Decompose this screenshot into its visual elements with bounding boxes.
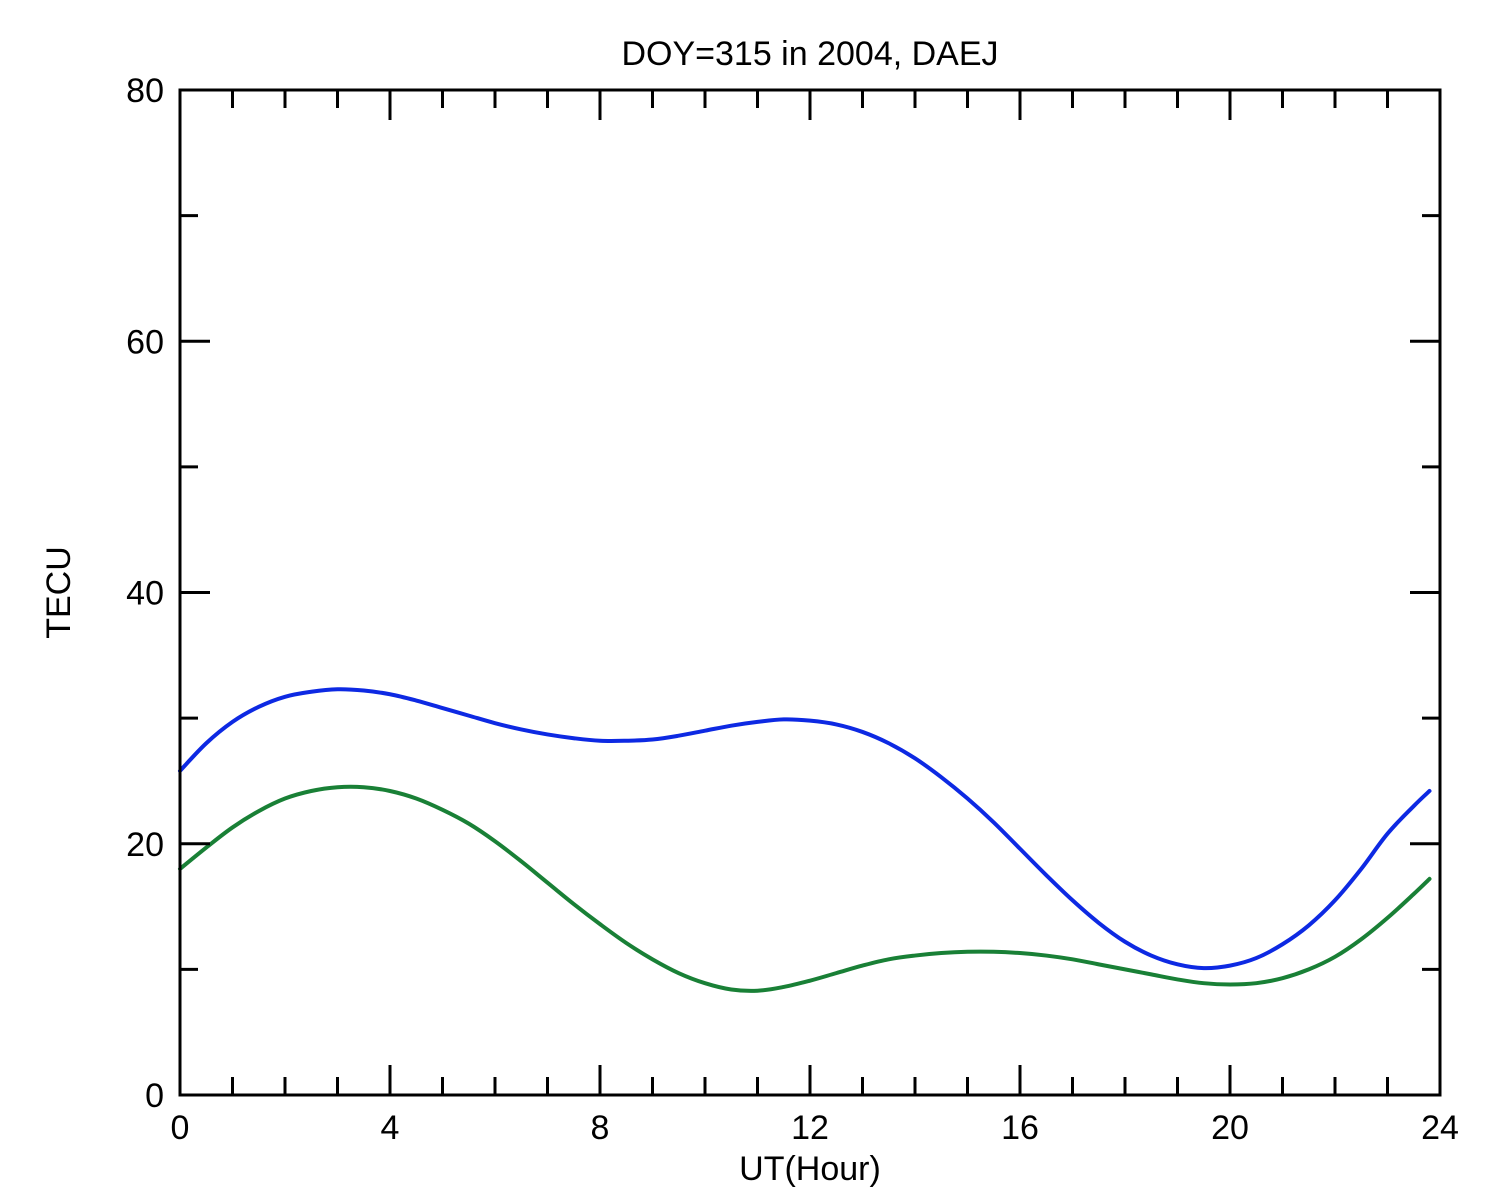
x-tick-label: 20: [1211, 1109, 1249, 1147]
line-chart: 0 4 8 12 16 20 24 0 20 40 60 80 DOY=315 in 2004, DA…: [0, 0, 1489, 1203]
x-tick-label: 4: [381, 1109, 400, 1147]
series-group: [180, 689, 1430, 991]
series-green: [180, 787, 1430, 991]
y-axis-label: TECU: [40, 546, 78, 639]
y-tick-label: 60: [126, 323, 164, 361]
y-tick-label: 40: [126, 575, 164, 613]
y-tick-label: 0: [145, 1077, 164, 1115]
plot-frame: [180, 90, 1440, 1095]
y-tick-label: 20: [126, 826, 164, 864]
chart-container: 0 4 8 12 16 20 24 0 20 40 60 80 DOY=315 in 2004, DA…: [0, 0, 1489, 1203]
y-tick-label: 80: [126, 72, 164, 110]
x-axis-label: UT(Hour): [739, 1150, 881, 1188]
x-tick-label: 24: [1421, 1109, 1459, 1147]
chart-title: DOY=315 in 2004, DAEJ: [621, 35, 998, 73]
x-tick-label: 16: [1001, 1109, 1039, 1147]
x-tick-label: 8: [591, 1109, 610, 1147]
x-tick-label: 0: [171, 1109, 190, 1147]
x-tick-label: 12: [791, 1109, 829, 1147]
series-blue: [180, 689, 1430, 968]
